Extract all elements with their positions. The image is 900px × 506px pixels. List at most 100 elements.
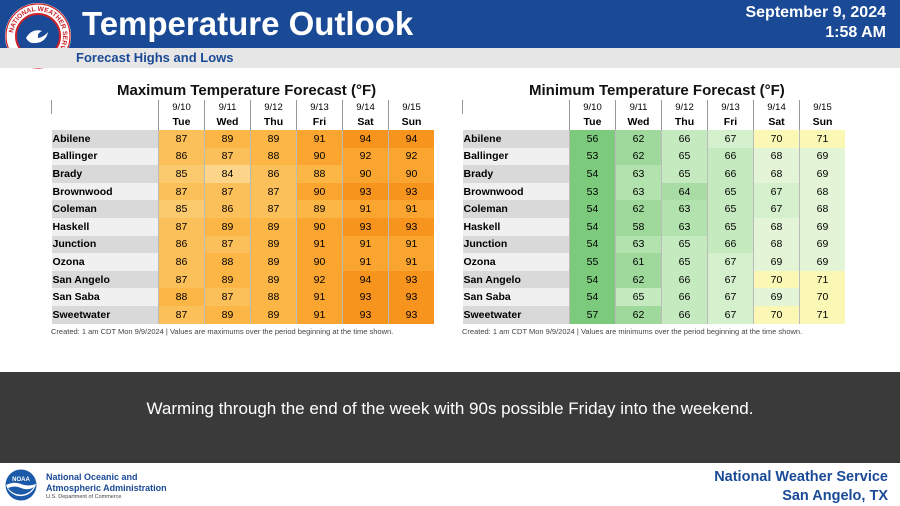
city-name: Ballinger [462, 147, 570, 166]
forecast-row: Abilene 56 62 66 67 70 71 [462, 130, 845, 148]
temperature-cell: 62 [615, 200, 662, 218]
date-header: 9/10 [158, 100, 205, 114]
day-header: Fri [707, 114, 754, 130]
forecast-row: Sweetwater 87 89 89 91 93 93 [51, 305, 434, 324]
temperature-cell: 69 [799, 165, 845, 183]
temperature-cell: 91 [296, 288, 343, 306]
temperature-cell: 66 [661, 270, 708, 289]
temperature-cell: 91 [296, 235, 343, 254]
temperature-cell: 88 [158, 288, 205, 306]
city-name: Sweetwater [51, 305, 159, 324]
temperature-cell: 66 [661, 305, 708, 324]
date-header: 9/12 [250, 100, 297, 114]
temperature-cell: 54 [569, 235, 616, 254]
day-header: Sun [388, 114, 434, 130]
temperature-cell: 63 [615, 235, 662, 254]
temperature-cell: 66 [707, 235, 754, 254]
page-subtitle: Forecast Highs and Lows [76, 50, 234, 65]
temperature-cell: 94 [342, 270, 389, 289]
date-header: 9/11 [204, 100, 251, 114]
date-header-row: 9/10 9/11 9/12 9/13 9/14 9/15 [51, 100, 434, 114]
header-corner [51, 100, 159, 114]
city-name: Coleman [462, 200, 570, 218]
forecast-row: Sweetwater 57 62 66 67 70 71 [462, 305, 845, 324]
temperature-cell: 93 [388, 182, 434, 201]
temperature-cell: 89 [204, 305, 251, 324]
temperature-cell: 89 [204, 130, 251, 148]
temperature-cell: 71 [799, 305, 845, 324]
temperature-cell: 69 [799, 217, 845, 236]
nws-office-name: National Weather Service [714, 469, 888, 485]
city-name: Sweetwater [462, 305, 570, 324]
temperature-cell: 89 [296, 200, 343, 218]
city-name: San Saba [462, 288, 570, 306]
city-name: Brownwood [51, 182, 159, 201]
temperature-cell: 65 [661, 165, 708, 183]
temperature-cell: 71 [799, 130, 845, 148]
temperature-cell: 92 [388, 147, 434, 166]
temperature-cell: 87 [204, 182, 251, 201]
temperature-cell: 91 [388, 235, 434, 254]
forecast-row: Junction 86 87 89 91 91 91 [51, 235, 434, 254]
temperature-cell: 54 [569, 200, 616, 218]
forecast-row: San Angelo 87 89 89 92 94 93 [51, 270, 434, 289]
header-corner [462, 114, 570, 130]
temperature-cell: 93 [342, 288, 389, 306]
forecast-row: Coleman 85 86 87 89 91 91 [51, 200, 434, 218]
temperature-cell: 66 [707, 147, 754, 166]
temperature-cell: 88 [296, 165, 343, 183]
temperature-cell: 92 [342, 147, 389, 166]
temperature-cell: 65 [707, 200, 754, 218]
temperature-cell: 89 [250, 305, 297, 324]
temperature-cell: 68 [753, 165, 800, 183]
summary-text: Warming through the end of the week with… [146, 399, 754, 418]
temperature-cell: 87 [204, 235, 251, 254]
temperature-cell: 91 [296, 305, 343, 324]
temperature-cell: 90 [296, 182, 343, 201]
temperature-cell: 90 [296, 217, 343, 236]
temperature-cell: 94 [388, 130, 434, 148]
temperature-cell: 90 [296, 147, 343, 166]
forecast-row: San Angelo 54 62 66 67 70 71 [462, 270, 845, 289]
temperature-cell: 53 [569, 147, 616, 166]
header-corner [462, 100, 570, 114]
date-header: 9/10 [569, 100, 616, 114]
date-header: 9/11 [615, 100, 662, 114]
temperature-cell: 69 [753, 253, 800, 271]
city-name: Haskell [462, 217, 570, 236]
temperature-cell: 68 [799, 182, 845, 201]
forecast-row: San Saba 54 65 66 67 69 70 [462, 288, 845, 306]
max-temperature-table: 9/10 9/11 9/12 9/13 9/14 9/15 Tue Wed Th… [51, 100, 434, 324]
city-name: San Angelo [51, 270, 159, 289]
temperature-cell: 89 [250, 130, 297, 148]
temperature-cell: 90 [342, 165, 389, 183]
temperature-cell: 58 [615, 217, 662, 236]
temperature-cell: 69 [799, 253, 845, 271]
date-header: 9/13 [296, 100, 343, 114]
temperature-cell: 87 [158, 182, 205, 201]
temperature-cell: 66 [707, 165, 754, 183]
min-temperature-table: 9/10 9/11 9/12 9/13 9/14 9/15 Tue Wed Th… [462, 100, 845, 324]
city-name: Haskell [51, 217, 159, 236]
city-name: Ozona [462, 253, 570, 271]
noaa-logo: NOAA [5, 469, 37, 501]
temperature-cell: 89 [204, 270, 251, 289]
day-header-row: Tue Wed Thu Fri Sat Sun [462, 114, 845, 130]
temperature-cell: 70 [753, 130, 800, 148]
temperature-cell: 89 [250, 253, 297, 271]
temperature-cell: 87 [158, 305, 205, 324]
temperature-cell: 90 [388, 165, 434, 183]
temperature-cell: 61 [615, 253, 662, 271]
day-header-row: Tue Wed Thu Fri Sat Sun [51, 114, 434, 130]
temperature-cell: 93 [342, 217, 389, 236]
forecast-row: Ballinger 86 87 88 90 92 92 [51, 147, 434, 166]
temperature-cell: 93 [342, 182, 389, 201]
nws-office: National Weather Service San Angelo, TX [714, 468, 888, 506]
temperature-cell: 63 [615, 182, 662, 201]
date-header: 9/14 [342, 100, 389, 114]
temperature-cell: 85 [158, 165, 205, 183]
forecast-row: Junction 54 63 65 66 68 69 [462, 235, 845, 254]
temperature-cell: 89 [250, 270, 297, 289]
temperature-cell: 67 [753, 200, 800, 218]
city-name: Brady [51, 165, 159, 183]
